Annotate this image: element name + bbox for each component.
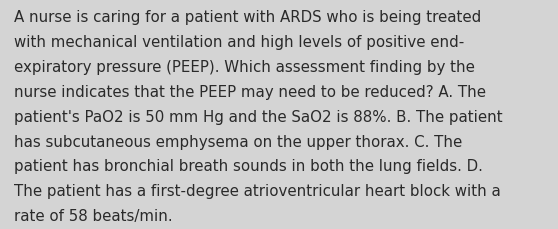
Text: patient has bronchial breath sounds in both the lung fields. D.: patient has bronchial breath sounds in b… — [14, 159, 483, 174]
Text: nurse indicates that the PEEP may need to be reduced? A. The: nurse indicates that the PEEP may need t… — [14, 85, 486, 99]
Text: The patient has a first-degree atrioventricular heart block with a: The patient has a first-degree atriovent… — [14, 183, 501, 198]
Text: patient's PaO2 is 50 mm Hg and the SaO2 is 88%. B. The patient: patient's PaO2 is 50 mm Hg and the SaO2 … — [14, 109, 503, 124]
Text: has subcutaneous emphysema on the upper thorax. C. The: has subcutaneous emphysema on the upper … — [14, 134, 462, 149]
Text: expiratory pressure (PEEP). Which assessment finding by the: expiratory pressure (PEEP). Which assess… — [14, 60, 475, 75]
Text: with mechanical ventilation and high levels of positive end-: with mechanical ventilation and high lev… — [14, 35, 464, 50]
Text: rate of 58 beats/min.: rate of 58 beats/min. — [14, 208, 172, 223]
Text: A nurse is caring for a patient with ARDS who is being treated: A nurse is caring for a patient with ARD… — [14, 10, 481, 25]
